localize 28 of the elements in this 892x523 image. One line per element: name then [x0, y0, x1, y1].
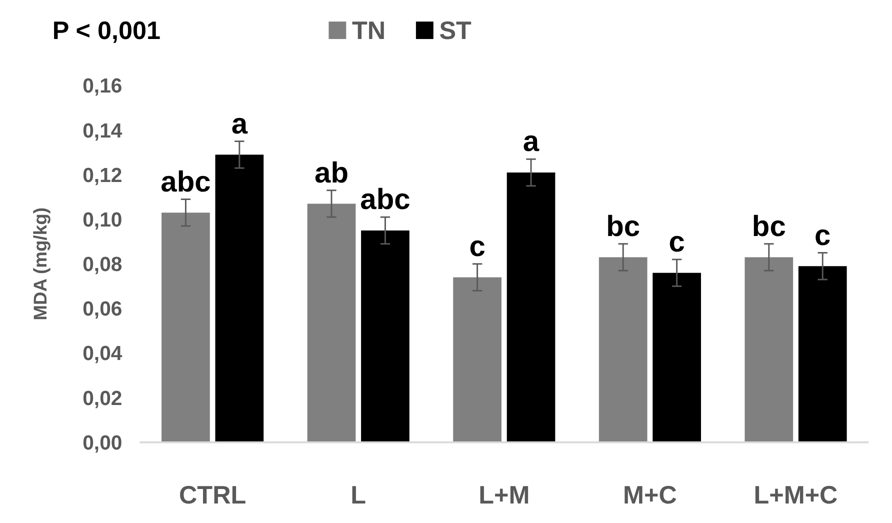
annotation: bc: [606, 210, 640, 243]
legend-label: ST: [439, 17, 472, 46]
chart-title: P < 0,001: [52, 17, 161, 46]
y-tick-label: 0,10: [82, 209, 122, 232]
annotation: c: [668, 226, 685, 259]
x-tick-label: L: [350, 481, 366, 510]
annotation: ab: [314, 157, 348, 190]
y-tick-label: 0,16: [82, 76, 122, 98]
y-tick-label: 0,02: [82, 388, 122, 410]
y-tick-label: 0,14: [82, 120, 123, 142]
y-axis-title: MDA (mg/kg): [30, 208, 51, 320]
x-tick-label: CTRL: [178, 481, 246, 510]
legend-label: TN: [352, 17, 386, 46]
x-tick-label: M+C: [623, 481, 677, 510]
annotation: bc: [752, 210, 786, 243]
y-tick-label: 0,00: [82, 432, 122, 454]
annotation: abc: [360, 184, 410, 216]
y-tick-label: 0,06: [82, 298, 122, 321]
annotation: c: [469, 230, 486, 263]
y-tick-label: 0,12: [82, 164, 122, 187]
y-tick-label: 0,04: [82, 343, 123, 366]
y-tick-label: 0,08: [82, 254, 122, 276]
annotation: abc: [160, 166, 211, 198]
x-tick-label: L+M: [478, 481, 530, 510]
annotation: c: [814, 220, 831, 252]
x-tick-label: L+M+C: [754, 481, 838, 510]
annotation: a: [231, 108, 248, 140]
annotation: a: [522, 126, 540, 158]
